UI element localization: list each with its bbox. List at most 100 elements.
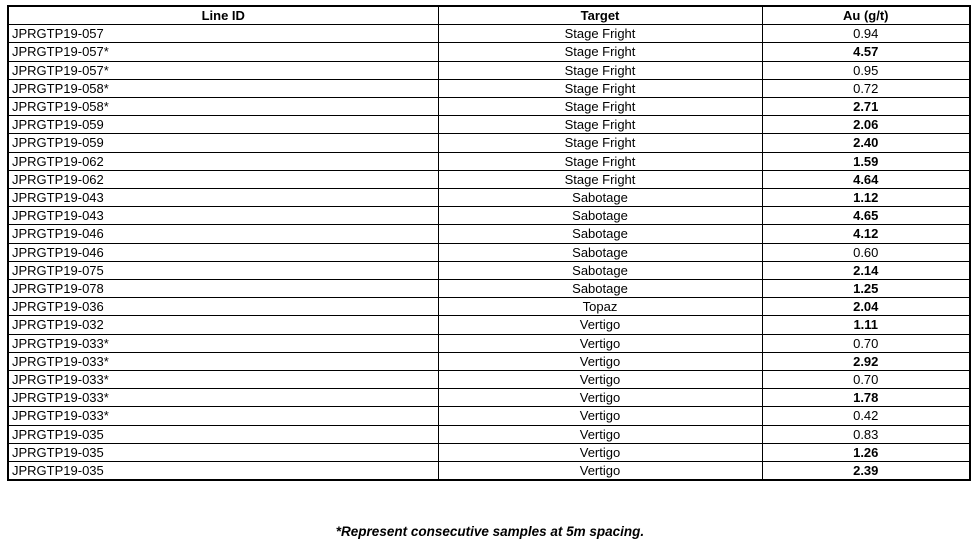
target-cell: Vertigo [437, 406, 763, 426]
au-value-cell: 1.12 [761, 188, 971, 208]
table-row: JPRGTP19-062 Stage Fright 1.59 [7, 151, 971, 171]
target-cell: Stage Fright [437, 151, 763, 171]
au-value-cell: 4.64 [761, 169, 971, 190]
table-row: JPRGTP19-046 Sabotage 4.12 [7, 224, 971, 244]
table-row: JPRGTP19-033* Vertigo 0.70 [7, 333, 971, 353]
table-row: JPRGTP19-057* Stage Fright 4.57 [7, 42, 971, 62]
au-value-cell: 2.14 [761, 260, 971, 281]
line-id-cell: JPRGTP19-043 [7, 188, 439, 208]
line-id-cell: JPRGTP19-043 [7, 206, 439, 226]
line-id-cell: JPRGTP19-036 [7, 297, 439, 317]
table-row: JPRGTP19-078 Sabotage 1.25 [7, 279, 971, 299]
line-id-cell: JPRGTP19-062 [7, 169, 439, 190]
au-value-cell: 0.42 [761, 406, 971, 426]
target-cell: Vertigo [437, 333, 763, 353]
target-cell: Sabotage [437, 224, 763, 244]
target-cell: Stage Fright [437, 97, 763, 117]
line-id-cell: JPRGTP19-033* [7, 333, 439, 353]
line-id-cell: JPRGTP19-046 [7, 224, 439, 244]
table-row: JPRGTP19-059 Stage Fright 2.06 [7, 115, 971, 135]
line-id-cell: JPRGTP19-075 [7, 260, 439, 281]
target-cell: Topaz [437, 297, 763, 317]
line-id-cell: JPRGTP19-057* [7, 42, 439, 62]
table-header-row: Line ID Target Au (g/t) [7, 5, 971, 26]
table-row: JPRGTP19-033* Vertigo 2.92 [7, 351, 971, 372]
line-id-cell: JPRGTP19-033* [7, 370, 439, 390]
table-row: JPRGTP19-043 Sabotage 4.65 [7, 206, 971, 226]
table-row: JPRGTP19-075 Sabotage 2.14 [7, 260, 971, 281]
au-value-cell: 4.57 [761, 42, 971, 62]
au-value-cell: 2.06 [761, 115, 971, 135]
assay-results-table: Line ID Target Au (g/t) JPRGTP19-057 Stag… [7, 5, 971, 482]
line-id-cell: JPRGTP19-059 [7, 133, 439, 153]
au-value-cell: 0.72 [761, 78, 971, 99]
au-value-cell: 0.83 [761, 424, 971, 444]
table-row: JPRGTP19-036 Topaz 2.04 [7, 297, 971, 317]
au-value-cell: 2.40 [761, 133, 971, 153]
table-row: JPRGTP19-033* Vertigo 0.70 [7, 370, 971, 390]
table-row: JPRGTP19-059 Stage Fright 2.40 [7, 133, 971, 153]
target-cell: Vertigo [437, 424, 763, 444]
table-row: JPRGTP19-058* Stage Fright 2.71 [7, 97, 971, 117]
au-value-cell: 0.94 [761, 24, 971, 44]
target-cell: Vertigo [437, 351, 763, 372]
target-cell: Sabotage [437, 206, 763, 226]
table-row: JPRGTP19-062 Stage Fright 4.64 [7, 169, 971, 190]
line-id-cell: JPRGTP19-058* [7, 97, 439, 117]
target-cell: Stage Fright [437, 115, 763, 135]
line-id-cell: JPRGTP19-062 [7, 151, 439, 171]
table-row: JPRGTP19-033* Vertigo 0.42 [7, 406, 971, 426]
target-cell: Sabotage [437, 279, 763, 299]
target-cell: Vertigo [437, 388, 763, 408]
target-cell: Sabotage [437, 188, 763, 208]
au-value-cell: 0.95 [761, 60, 971, 80]
line-id-cell: JPRGTP19-046 [7, 242, 439, 262]
target-cell: Sabotage [437, 260, 763, 281]
target-cell: Stage Fright [437, 78, 763, 99]
au-value-cell: 1.11 [761, 315, 971, 335]
table-row: JPRGTP19-057* Stage Fright 0.95 [7, 60, 971, 80]
au-value-cell: 2.92 [761, 351, 971, 372]
target-cell: Stage Fright [437, 42, 763, 62]
line-id-cell: JPRGTP19-058* [7, 78, 439, 99]
au-value-cell: 0.70 [761, 370, 971, 390]
au-value-cell: 1.59 [761, 151, 971, 171]
line-id-cell: JPRGTP19-035 [7, 461, 439, 481]
table-row: JPRGTP19-058* Stage Fright 0.72 [7, 78, 971, 99]
table-row: JPRGTP19-057 Stage Fright 0.94 [7, 24, 971, 44]
au-value-cell: 1.25 [761, 279, 971, 299]
line-id-cell: JPRGTP19-033* [7, 351, 439, 372]
line-id-cell: JPRGTP19-078 [7, 279, 439, 299]
target-cell: Sabotage [437, 242, 763, 262]
au-value-cell: 4.12 [761, 224, 971, 244]
table-row: JPRGTP19-035 Vertigo 1.26 [7, 442, 971, 463]
table-row: JPRGTP19-033* Vertigo 1.78 [7, 388, 971, 408]
target-cell: Vertigo [437, 315, 763, 335]
target-cell: Vertigo [437, 442, 763, 463]
line-id-cell: JPRGTP19-057* [7, 60, 439, 80]
au-value-cell: 0.60 [761, 242, 971, 262]
target-cell: Stage Fright [437, 24, 763, 44]
au-value-cell: 2.39 [761, 461, 971, 481]
au-value-cell: 4.65 [761, 206, 971, 226]
target-cell: Stage Fright [437, 60, 763, 80]
line-id-cell: JPRGTP19-035 [7, 442, 439, 463]
table-row: JPRGTP19-032 Vertigo 1.11 [7, 315, 971, 335]
column-header-au: Au (g/t) [761, 5, 971, 26]
line-id-cell: JPRGTP19-057 [7, 24, 439, 44]
footnote: *Represent consecutive samples at 5m spa… [335, 524, 645, 539]
line-id-cell: JPRGTP19-033* [7, 388, 439, 408]
line-id-cell: JPRGTP19-035 [7, 424, 439, 444]
target-cell: Stage Fright [437, 169, 763, 190]
au-value-cell: 0.70 [761, 333, 971, 353]
table-row: JPRGTP19-035 Vertigo 2.39 [7, 461, 971, 481]
target-cell: Stage Fright [437, 133, 763, 153]
target-cell: Vertigo [437, 370, 763, 390]
au-value-cell: 2.71 [761, 97, 971, 117]
au-value-cell: 1.78 [761, 388, 971, 408]
target-cell: Vertigo [437, 461, 763, 481]
line-id-cell: JPRGTP19-059 [7, 115, 439, 135]
line-id-cell: JPRGTP19-032 [7, 315, 439, 335]
table-row: JPRGTP19-035 Vertigo 0.83 [7, 424, 971, 444]
